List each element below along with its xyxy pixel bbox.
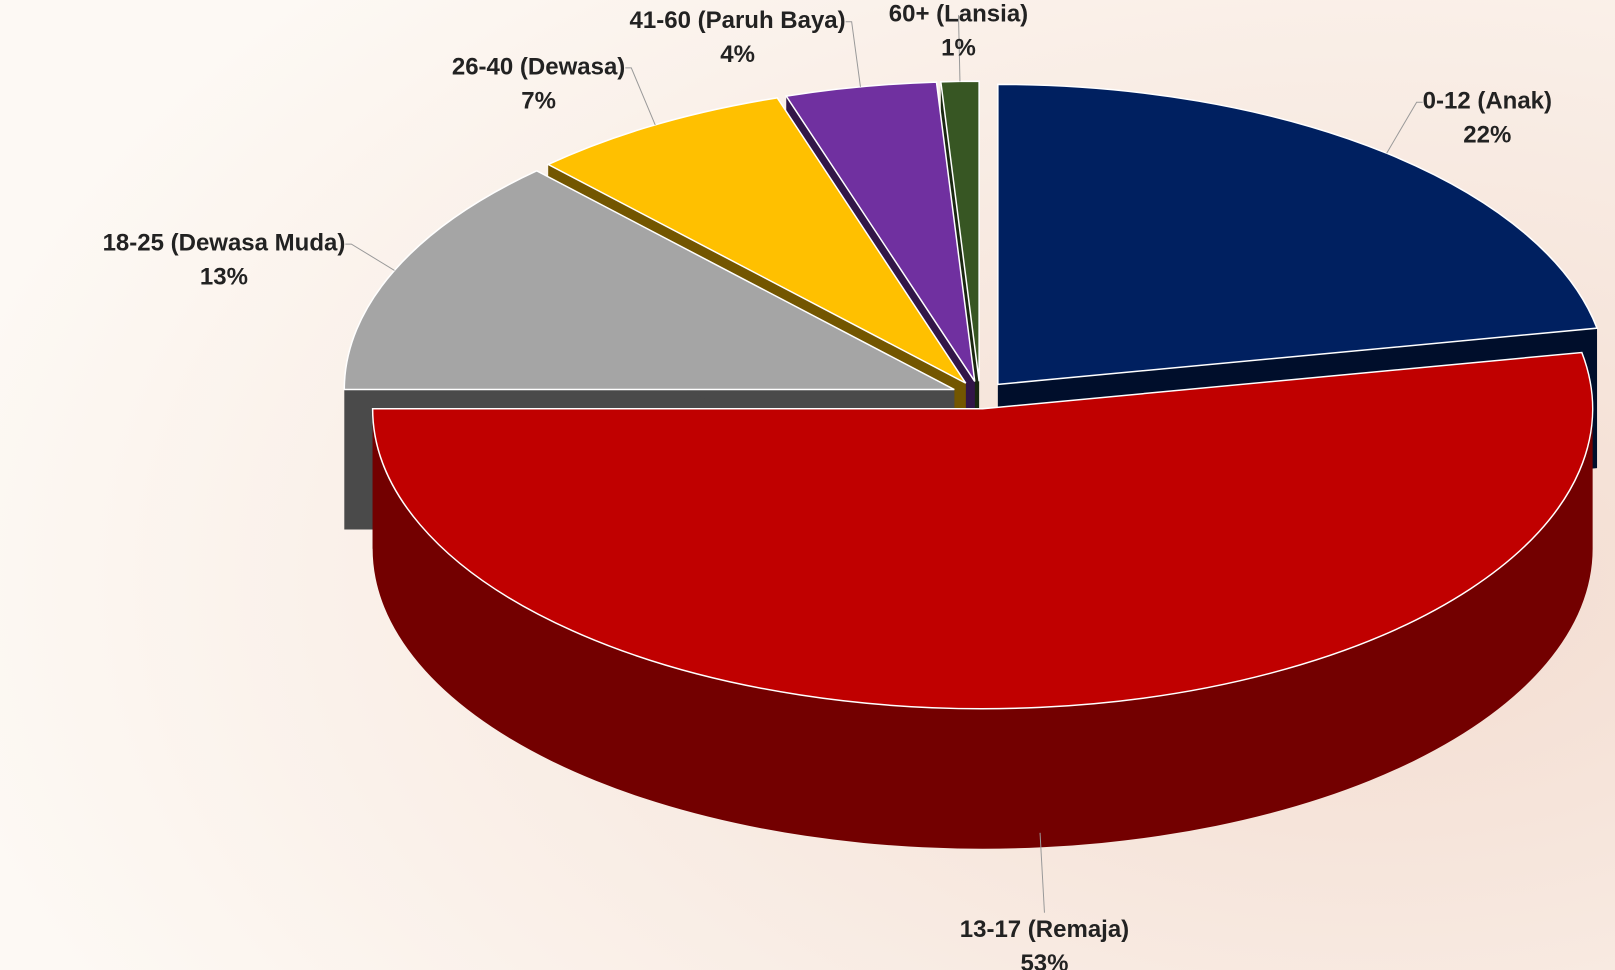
data-label-value: 13% xyxy=(200,263,248,290)
data-label-value: 7% xyxy=(521,87,556,114)
pie xyxy=(344,81,1597,848)
data-label-name: 0-12 (Anak) xyxy=(1423,88,1552,115)
data-label-value: 1% xyxy=(941,35,976,62)
data-label-name: 13-17 (Remaja) xyxy=(960,916,1129,943)
data-label-name: 18-25 (Dewasa Muda) xyxy=(103,229,346,256)
data-label-value: 4% xyxy=(720,41,755,68)
data-label-name: 41-60 (Paruh Baya) xyxy=(630,7,846,34)
data-label-value: 22% xyxy=(1463,122,1511,149)
data-label-value: 53% xyxy=(1020,950,1068,970)
chart: 0-12 (Anak) 22% 13-17 (Remaja) 53% 18-25 (De… xyxy=(0,0,1615,970)
data-label-name: 60+ (Lansia) xyxy=(889,1,1028,28)
data-label-name: 26-40 (Dewasa) xyxy=(452,53,625,80)
page: 0-12 (Anak) 22% 13-17 (Remaja) 53% 18-25 (De… xyxy=(0,0,1615,970)
